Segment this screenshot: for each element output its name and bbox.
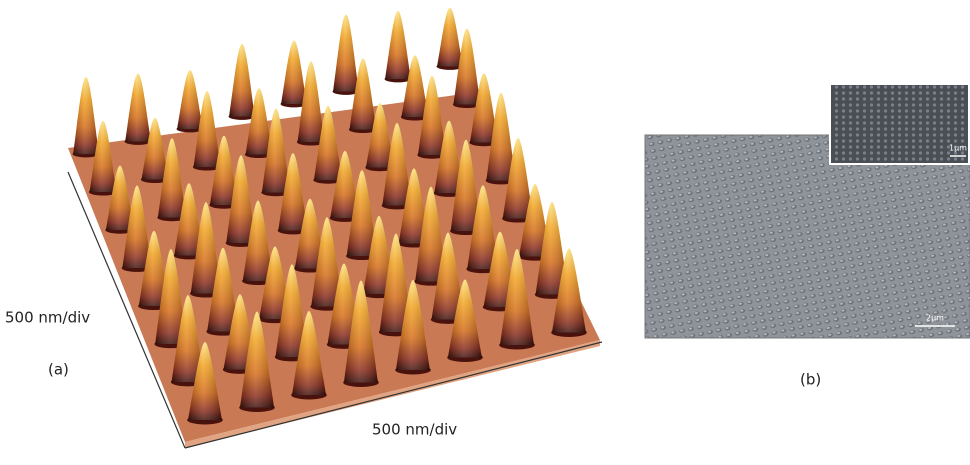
cone <box>333 14 359 92</box>
cone <box>240 311 274 408</box>
cone <box>188 342 222 420</box>
cone <box>519 183 551 257</box>
cone <box>297 61 325 142</box>
cone <box>261 108 291 193</box>
cone <box>552 248 586 333</box>
cone <box>349 58 377 130</box>
cone <box>431 232 465 320</box>
cone <box>174 183 204 256</box>
cone <box>177 70 203 129</box>
cone <box>245 88 273 155</box>
cone <box>330 150 360 218</box>
cone <box>229 44 255 117</box>
y-axis-label: 500 nm/div <box>5 309 90 327</box>
cone <box>401 55 429 117</box>
cone <box>259 246 291 319</box>
inset-scale-text: 1μm <box>949 144 967 153</box>
y-axis <box>67 171 186 449</box>
cone <box>453 28 481 105</box>
cone <box>415 186 447 282</box>
cone <box>379 233 413 332</box>
cone <box>417 75 447 155</box>
cone <box>469 73 499 143</box>
cone <box>278 153 308 231</box>
cone <box>122 185 152 268</box>
cone <box>448 279 482 358</box>
cone <box>292 311 326 395</box>
cone <box>73 76 99 154</box>
cone <box>171 295 205 382</box>
cone <box>382 122 412 206</box>
cone <box>294 198 326 269</box>
cone-array <box>72 7 587 425</box>
cone <box>155 249 187 344</box>
cone <box>141 117 169 180</box>
cone <box>275 264 309 357</box>
cone <box>157 138 187 218</box>
cone <box>311 217 343 307</box>
cone <box>365 103 395 168</box>
cone <box>467 185 499 269</box>
cone <box>398 168 430 244</box>
panel-label: (a) <box>48 361 69 379</box>
cone <box>363 215 395 294</box>
panel-label: (b) <box>800 371 821 389</box>
x-axis <box>184 341 603 449</box>
cone <box>500 249 534 345</box>
cone <box>344 280 378 383</box>
x-axis-label: 500 nm/div <box>372 421 457 439</box>
scale-text: 2μm <box>926 314 944 323</box>
sem-frame <box>644 134 970 339</box>
cone <box>89 120 117 192</box>
cone <box>396 280 430 370</box>
cone <box>346 170 378 256</box>
cone <box>535 201 569 295</box>
cone <box>190 202 222 294</box>
cone <box>226 155 256 243</box>
cone <box>437 7 463 67</box>
cone <box>502 137 534 219</box>
cone <box>385 11 411 79</box>
cone <box>450 139 482 231</box>
cone <box>486 92 516 181</box>
sem-inset <box>829 83 970 165</box>
afm-panel: 500 nm/div 500 nm/div (a) <box>5 7 603 449</box>
cone <box>434 120 464 193</box>
cone <box>281 40 307 104</box>
sem-image <box>645 135 970 338</box>
cone <box>313 105 343 180</box>
cone <box>207 247 239 332</box>
surface-edge <box>185 340 600 448</box>
cone <box>125 73 151 142</box>
sem-panel: 1μm 2μm (b) <box>644 83 970 389</box>
cone <box>105 165 135 230</box>
cone <box>242 200 274 281</box>
cone <box>193 91 221 167</box>
cone <box>209 135 239 205</box>
cone <box>138 230 170 306</box>
